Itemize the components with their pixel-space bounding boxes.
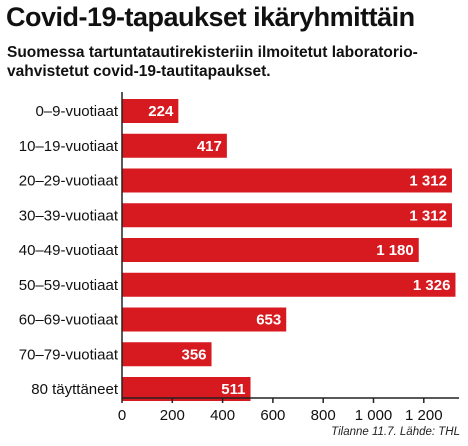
value-label: 1 326 <box>413 277 451 294</box>
category-label: 0–9-vuotiaat <box>35 103 118 120</box>
x-tick-label: 200 <box>160 407 185 424</box>
x-tick-label: 600 <box>260 407 285 424</box>
source-note: Tilanne 11.7. Lähde: THL <box>331 426 460 438</box>
value-label: 356 <box>182 346 207 363</box>
category-label: 20–29-vuotiaat <box>19 173 119 190</box>
chart-title: Covid-19-tapaukset ikäryhmittäin <box>6 2 415 32</box>
bar <box>122 238 419 262</box>
bar <box>122 272 456 297</box>
bar <box>122 203 452 228</box>
value-label: 224 <box>148 103 174 120</box>
bar <box>122 168 452 193</box>
value-label: 1 180 <box>376 242 414 259</box>
category-label: 50–59-vuotiaat <box>19 277 119 294</box>
value-label: 653 <box>256 312 281 329</box>
category-label: 80 täyttäneet <box>31 381 119 398</box>
bar <box>122 99 179 123</box>
x-tick-label: 0 <box>118 407 126 424</box>
category-label: 60–69-vuotiaat <box>19 312 119 329</box>
bar <box>122 342 212 367</box>
x-tick-label: 1 200 <box>405 407 443 424</box>
category-label: 70–79-vuotiaat <box>19 346 119 363</box>
value-label: 1 312 <box>409 207 447 224</box>
bar <box>122 307 287 332</box>
x-tick-label: 1 000 <box>355 407 393 424</box>
value-label: 1 312 <box>409 173 447 190</box>
category-label: 10–19-vuotiaat <box>19 138 119 155</box>
bar <box>122 133 227 158</box>
value-label: 511 <box>221 381 245 398</box>
chart-subtitle: Suomessa tartuntatautirekisteriin ilmoit… <box>7 44 418 80</box>
category-label: 30–39-vuotiaat <box>19 207 119 224</box>
x-tick-label: 800 <box>311 407 336 424</box>
value-label: 417 <box>197 138 222 155</box>
x-tick-label: 400 <box>210 407 235 424</box>
category-label: 40–49-vuotiaat <box>19 242 119 259</box>
bar <box>122 377 251 401</box>
